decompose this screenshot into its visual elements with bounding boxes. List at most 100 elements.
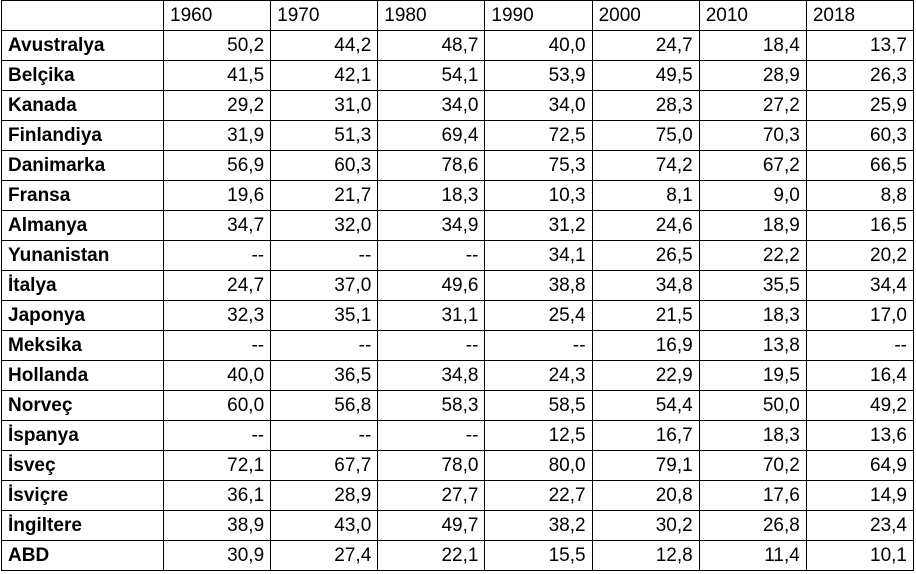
value-cell: 34,0	[484, 90, 593, 121]
value-cell: 74,2	[591, 150, 700, 181]
value-cell: 66,5	[805, 150, 915, 181]
value-cell: 22,7	[484, 480, 593, 511]
value-cell: 54,4	[591, 390, 700, 421]
value-cell: 34,7	[162, 210, 272, 241]
value-cell: 50,0	[698, 390, 807, 421]
value-cell: 72,5	[484, 120, 593, 151]
table-row: Avustralya 50,2 44,2 48,7 40,0 24,7 18,4 13,7	[1, 30, 915, 61]
value-cell: 38,8	[484, 270, 593, 301]
value-cell: 30,9	[162, 540, 272, 571]
value-cell: 9,0	[698, 180, 807, 211]
header-cell: 1970	[270, 0, 379, 31]
value-cell: 20,8	[591, 480, 700, 511]
table-row: Almanya 34,7 32,0 34,9 31,2 24,6 18,9 16,5	[1, 210, 915, 241]
value-cell: 28,3	[591, 90, 700, 121]
value-cell: 28,9	[698, 60, 807, 91]
header-cell: 2000	[591, 0, 700, 31]
header-cell: 1960	[162, 0, 272, 31]
header-cell: 1980	[377, 0, 486, 31]
value-cell: 13,6	[805, 420, 915, 451]
value-cell: 32,3	[162, 300, 272, 331]
value-cell: 49,7	[377, 510, 486, 541]
value-cell: 20,2	[805, 240, 915, 271]
value-cell: 21,5	[591, 300, 700, 331]
value-cell: 49,6	[377, 270, 486, 301]
value-cell: 16,9	[591, 330, 700, 361]
value-cell: 30,2	[591, 510, 700, 541]
table-row: ABD 30,9 27,4 22,1 15,5 12,8 11,4 10,1	[1, 540, 915, 571]
value-cell: 78,0	[377, 450, 486, 481]
value-cell: 12,8	[591, 540, 700, 571]
value-cell: 10,3	[484, 180, 593, 211]
row-label: Finlandiya	[1, 120, 164, 151]
value-cell: --	[162, 420, 272, 451]
value-cell: 31,0	[270, 90, 379, 121]
table-row: İtalya 24,7 37,0 49,6 38,8 34,8 35,5 34,4	[1, 270, 915, 301]
value-cell: 67,2	[698, 150, 807, 181]
value-cell: 38,9	[162, 510, 272, 541]
value-cell: 32,0	[270, 210, 379, 241]
header-cell: 1990	[484, 0, 593, 31]
value-cell: 50,2	[162, 30, 272, 61]
table-row: Hollanda 40,0 36,5 34,8 24,3 22,9 19,5 16,4	[1, 360, 915, 391]
table-row: Norveç 60,0 56,8 58,3 58,5 54,4 50,0 49,2	[1, 390, 915, 421]
value-cell: 35,1	[270, 300, 379, 331]
value-cell: 58,5	[484, 390, 593, 421]
value-cell: 70,2	[698, 450, 807, 481]
value-cell: 31,1	[377, 300, 486, 331]
value-cell: 11,4	[698, 540, 807, 571]
value-cell: 28,9	[270, 480, 379, 511]
value-cell: 36,1	[162, 480, 272, 511]
value-cell: 41,5	[162, 60, 272, 91]
value-cell: --	[270, 330, 379, 361]
value-cell: 56,8	[270, 390, 379, 421]
value-cell: 37,0	[270, 270, 379, 301]
value-cell: 8,8	[805, 180, 915, 211]
value-cell: 49,2	[805, 390, 915, 421]
value-cell: --	[377, 420, 486, 451]
value-cell: 10,1	[805, 540, 915, 571]
value-cell: 72,1	[162, 450, 272, 481]
value-cell: 31,9	[162, 120, 272, 151]
table-row: Finlandiya 31,9 51,3 69,4 72,5 75,0 70,3 60,3	[1, 120, 915, 151]
value-cell: 70,3	[698, 120, 807, 151]
value-cell: 19,6	[162, 180, 272, 211]
value-cell: 56,9	[162, 150, 272, 181]
value-cell: 24,3	[484, 360, 593, 391]
value-cell: 29,2	[162, 90, 272, 121]
value-cell: 53,9	[484, 60, 593, 91]
table-row: İsveç 72,1 67,7 78,0 80,0 79,1 70,2 64,9	[1, 450, 915, 481]
value-cell: 44,2	[270, 30, 379, 61]
value-cell: 60,0	[162, 390, 272, 421]
value-cell: 51,3	[270, 120, 379, 151]
row-label: Almanya	[1, 210, 164, 241]
value-cell: 12,5	[484, 420, 593, 451]
row-label: Japonya	[1, 300, 164, 331]
row-label: ABD	[1, 540, 164, 571]
value-cell: 58,3	[377, 390, 486, 421]
value-cell: 34,0	[377, 90, 486, 121]
header-row: 1960 1970 1980 1990 2000 2010 2018	[1, 0, 915, 31]
value-cell: 13,8	[698, 330, 807, 361]
value-cell: 48,7	[377, 30, 486, 61]
value-cell: --	[484, 330, 593, 361]
row-label: İngiltere	[1, 510, 164, 541]
value-cell: 54,1	[377, 60, 486, 91]
value-cell: 26,5	[591, 240, 700, 271]
value-cell: 38,2	[484, 510, 593, 541]
value-cell: 22,2	[698, 240, 807, 271]
table-row: Japonya 32,3 35,1 31,1 25,4 21,5 18,3 17,0	[1, 300, 915, 331]
row-label: Hollanda	[1, 360, 164, 391]
value-cell: 16,7	[591, 420, 700, 451]
value-cell: 34,9	[377, 210, 486, 241]
value-cell: 18,3	[377, 180, 486, 211]
value-cell: 18,4	[698, 30, 807, 61]
value-cell: 27,2	[698, 90, 807, 121]
row-label: Norveç	[1, 390, 164, 421]
value-cell: 69,4	[377, 120, 486, 151]
table-row: Meksika -- -- -- -- 16,9 13,8 --	[1, 330, 915, 361]
value-cell: 36,5	[270, 360, 379, 391]
value-cell: 80,0	[484, 450, 593, 481]
